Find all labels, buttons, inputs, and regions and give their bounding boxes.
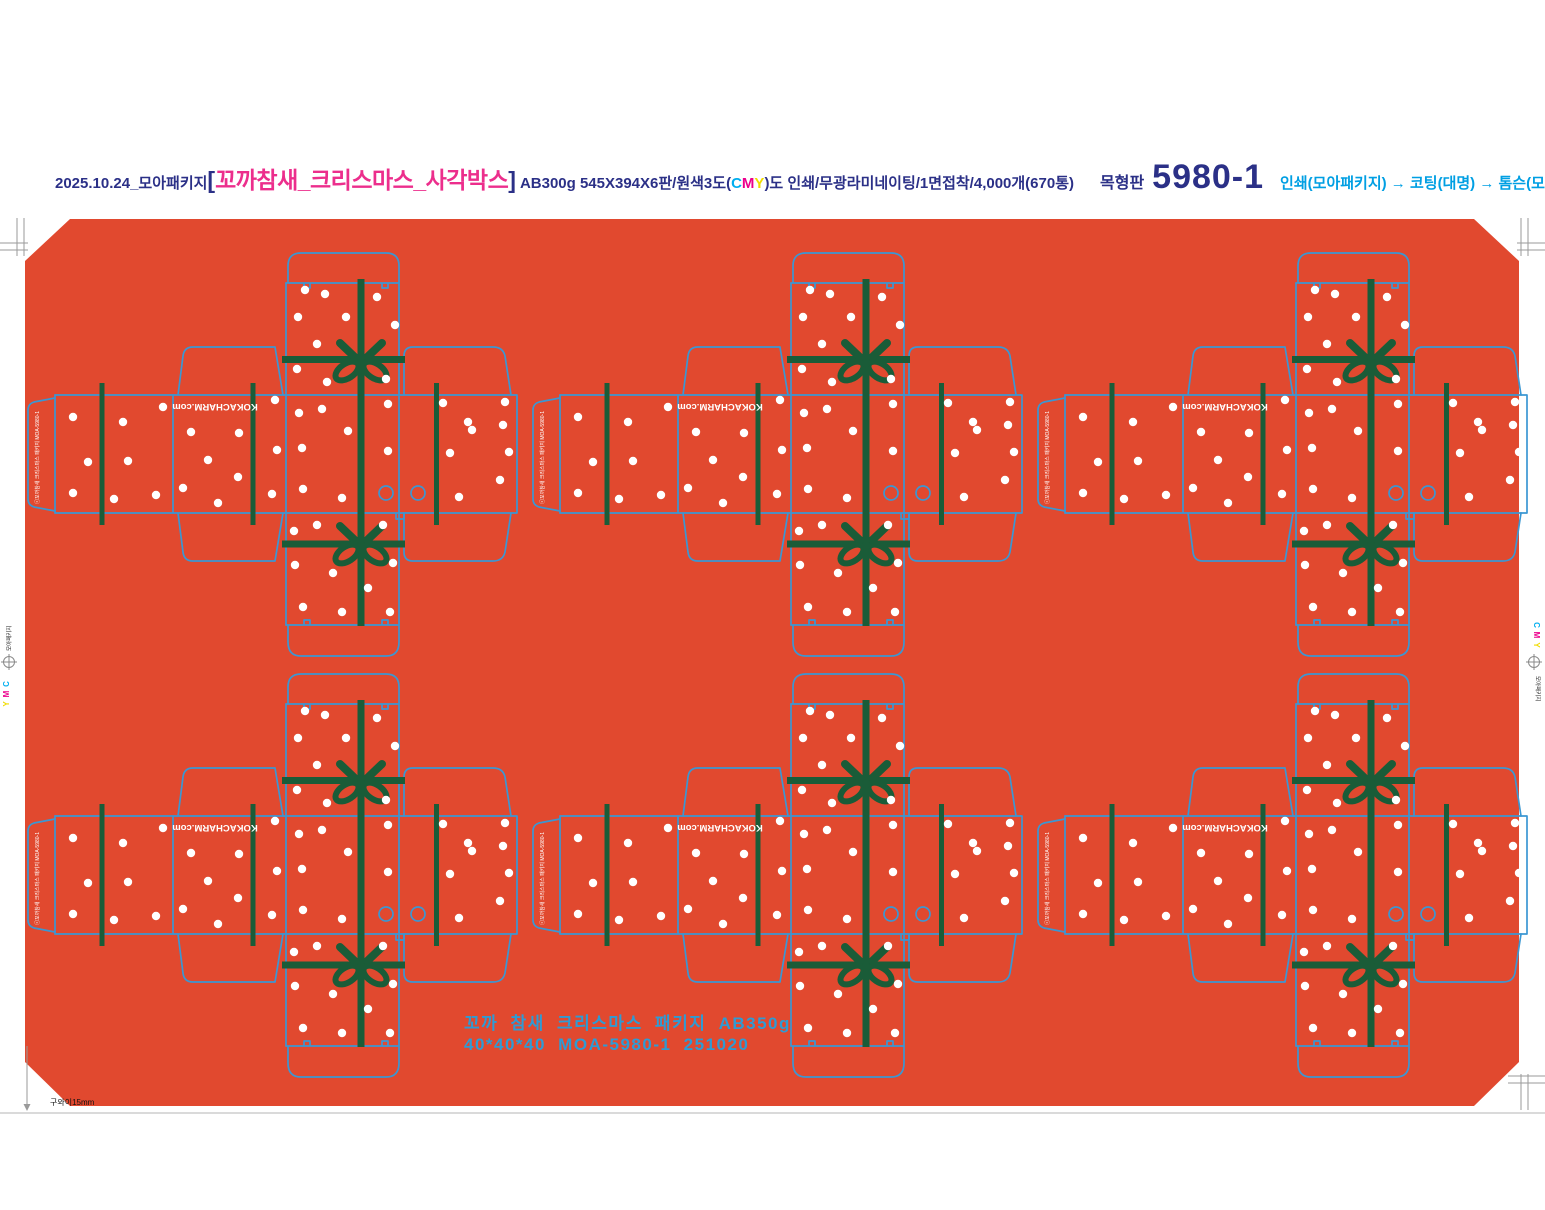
spec-after-cmy: )도 인쇄/무광라미네이팅/1면접착/4,000개(670통) (764, 175, 1074, 192)
spec-before-cmy: AB300g 545X394X6판/원색3도( (519, 175, 732, 192)
color-bar-y-left: Y (2, 701, 11, 707)
gripper-label: 구와이15mm (50, 1097, 95, 1107)
job-header: 2025.10.24_모아패키지 [ 꼬까참새_크리스마스_사각박스 ] AB3… (55, 158, 1545, 197)
job-date-project: 2025.10.24_모아패키지 (55, 175, 208, 192)
registration-target-left-icon (1, 654, 17, 670)
spec-yellow-letter: Y (754, 175, 765, 192)
sheet-label-line2: 40*40*40 MOA-5980-1 251020 (464, 1035, 750, 1054)
mold-plate-number: 5980-1 (1152, 158, 1265, 196)
spec-cyan-letter: C (731, 175, 742, 192)
printer-marks: 구와이15mm 모아패키지 C M Y C M Y 모아패키지 (0, 218, 1545, 1114)
color-bar-m-left: M (2, 690, 11, 697)
color-bar-c-left: C (2, 681, 11, 687)
press-sheet-background (25, 219, 1519, 1106)
crop-marks-bottom-right (1508, 1074, 1545, 1110)
sheet-label-line1: 꼬까 참새 크리스마스 패키지 AB350g (464, 1014, 791, 1033)
gripper-arrowhead-icon (23, 1104, 31, 1111)
product-title: 꼬까참새_크리스마스_사각박스 (215, 167, 509, 193)
title-bracket-open: [ (207, 167, 216, 193)
spec-magenta-letter: M (741, 175, 755, 192)
registration-target-right-icon (1526, 654, 1542, 670)
color-bar-c-right: C (1532, 622, 1541, 628)
right-slug-text: 모아패키지 (1534, 676, 1542, 701)
crop-marks-top-right (1517, 218, 1545, 256)
workflow-chain: 인쇄(모아패키지) → 코팅(대명) → 톰슨(모아지기) → 접착(가온) (1280, 175, 1545, 192)
print-spec: AB300g 545X394X6판/원색3도(CMY)도 인쇄/무광라미네이팅/… (520, 172, 1074, 193)
mold-plate-label: 목형판 (1100, 175, 1145, 192)
color-bar-m-right: M (1532, 632, 1541, 639)
sheet-product-label: 꼬까 참새 크리스마스 패키지 AB350g 40*40*40 MOA-5980… (464, 1013, 791, 1055)
crop-marks-top-left (0, 218, 28, 256)
title-bracket-close: ] (508, 167, 516, 193)
left-slug-text: 모아패키지 (5, 626, 13, 651)
color-bar-y-right: Y (1532, 642, 1541, 648)
